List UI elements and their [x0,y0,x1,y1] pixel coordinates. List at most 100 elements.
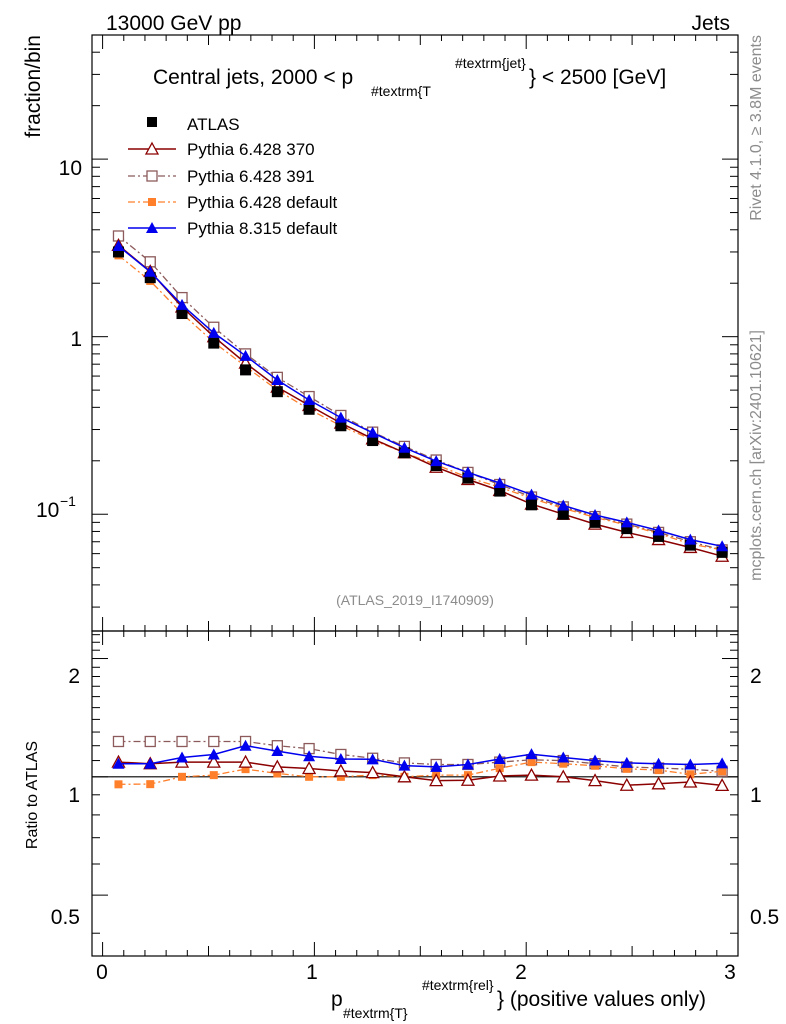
data-point-atlas [653,530,665,542]
ratio-point-pythia-6-428-370 [556,769,571,783]
series-pythia-6-428-default [114,251,727,554]
data-point-atlas [176,308,188,320]
data-point-pythia-8-315-default [461,466,474,478]
ratio-point-pythia-6-428-370 [683,774,698,788]
x-title-sup: #textrm{rel} [422,977,494,993]
ratio-point-pythia-6-428-default [495,764,504,773]
ratio-y-tick-1: 1 [68,784,80,807]
ratio-plot-frame [91,630,739,957]
ratio-point-pythia-6-428-370 [492,768,507,782]
x-axis-title: p #textrm{T} #textrm{rel} } (positive va… [331,977,706,1021]
x-title-main: p [331,988,343,1011]
ratio-point-pythia-6-428-default [718,767,727,776]
data-point-pythia-8-315-default [430,455,443,467]
ratio-point-pythia-8-315-default [461,758,474,770]
ratio-point-pythia-8-315-default [366,753,379,765]
axis-ticks [92,34,739,956]
ratio-point-pythia-8-315-default [271,745,284,757]
data-point-atlas [716,546,728,558]
x-title-tail: } (positive values only) [497,988,706,1011]
data-point-pythia-8-315-default [398,441,411,453]
data-point-atlas [303,403,315,415]
legend: ATLAS Pythia 6.428 370 Pythia 6.428 391 … [128,115,338,238]
ratio-point-pythia-6-428-default [559,759,568,768]
ratio-point-pythia-8-315-default [557,751,570,763]
ratio-point-pythia-6-428-370 [587,773,603,787]
ratio-point-pythia-8-315-default [176,751,189,763]
ratio-point-pythia-6-428-default [273,769,282,778]
title-tail: } < 2500 [GeV] [529,66,666,89]
data-point-atlas [112,246,124,258]
y-tick-1: 1 [70,328,82,351]
ratio-point-pythia-6-428-370 [651,776,666,790]
ratio-point-pythia-8-315-default [303,750,316,762]
series-line-pythia-8-315-default [118,245,723,548]
x-tick-1: 1 [306,961,318,984]
legend-p370: Pythia 6.428 370 [128,140,315,159]
data-point-atlas [271,386,283,398]
ratio-point-pythia-6-428-default [114,780,123,789]
ratio-point-pythia-6-428-default [527,758,536,767]
legend-p6def-marker [148,198,156,206]
ratio-point-pythia-8-315-default [620,756,633,768]
mcplots-label: mcplots.cern.ch [arXiv:2401.10621] [748,330,765,581]
data-point-atlas [525,499,537,511]
x-tick-2: 2 [515,961,527,984]
ratio-point-pythia-6-428-370 [270,759,285,773]
series-line-pythia-6-428-391 [118,235,723,551]
ratio-point-pythia-8-315-default [525,748,538,760]
title-main: Central jets, 2000 < p [153,66,353,89]
ratio-point-pythia-6-428-391 [112,735,125,748]
ratio-series-pythia-6-428-370 [111,754,730,792]
legend-p391: Pythia 6.428 391 [128,167,315,186]
data-point-atlas [240,364,252,376]
ratio-point-pythia-6-428-370 [619,777,634,791]
legend-p6def-label: Pythia 6.428 default [187,193,338,212]
ratio-point-pythia-8-315-default [398,759,411,771]
title-sub: #textrm{T [371,83,431,99]
ratio-point-pythia-6-428-370 [460,772,476,786]
ratio-point-pythia-6-428-370 [302,761,317,775]
ratio-y-tick-0.5: 0.5 [51,906,80,929]
data-point-pythia-8-315-default [144,265,157,277]
main-plot-series [111,230,730,562]
ratio-point-pythia-6-428-default [146,780,155,789]
ratio-line-pythia-6-428-370 [118,761,723,787]
ratio-point-pythia-6-428-default [305,772,314,781]
legend-p370-label: Pythia 6.428 370 [187,140,315,159]
ratio-point-pythia-6-428-default [336,772,345,781]
legend-p8def-marker [146,222,158,233]
data-point-atlas [684,539,696,551]
ratio-point-pythia-8-315-default [144,757,157,769]
ratio-point-pythia-8-315-default [430,760,443,772]
series-pythia-6-428-391 [112,230,728,556]
legend-p391-label: Pythia 6.428 391 [187,167,315,186]
ratio-point-pythia-8-315-default [684,758,697,770]
y-tick-0.1: 10 −1 [36,493,76,522]
data-point-atlas [557,508,569,520]
legend-p8def: Pythia 8.315 default [128,219,338,238]
y-tick-0.1-base: 10 [36,499,59,522]
series-atlas [112,246,728,558]
x-tick-0: 0 [96,961,108,984]
ratio-plot-series [111,735,730,792]
data-point-atlas [589,516,601,528]
legend-p8def-label: Pythia 8.315 default [187,219,338,238]
ratio-right-tick-2: 2 [750,665,762,688]
data-point-pythia-8-315-default [303,393,316,405]
data-point-pythia-8-315-default [620,516,633,528]
rivet-label: Rivet 4.1.0, ≥ 3.8M events [748,35,765,221]
ratio-point-pythia-6-428-default [591,761,600,770]
ratio-point-pythia-8-315-default [207,748,220,760]
ratio-series-pythia-6-428-391 [112,735,728,777]
ratio-point-pythia-8-315-default [334,753,347,765]
ratio-point-pythia-6-428-370 [238,754,253,768]
data-point-atlas [367,435,379,447]
ratio-point-pythia-6-428-default [241,765,250,774]
ratio-line-pythia-6-428-default [118,761,723,785]
data-point-pythia-8-315-default [684,533,697,545]
ratio-right-tick-0.5: 0.5 [750,906,779,929]
ratio-point-pythia-8-315-default [589,754,602,766]
data-point-atlas [208,337,220,349]
